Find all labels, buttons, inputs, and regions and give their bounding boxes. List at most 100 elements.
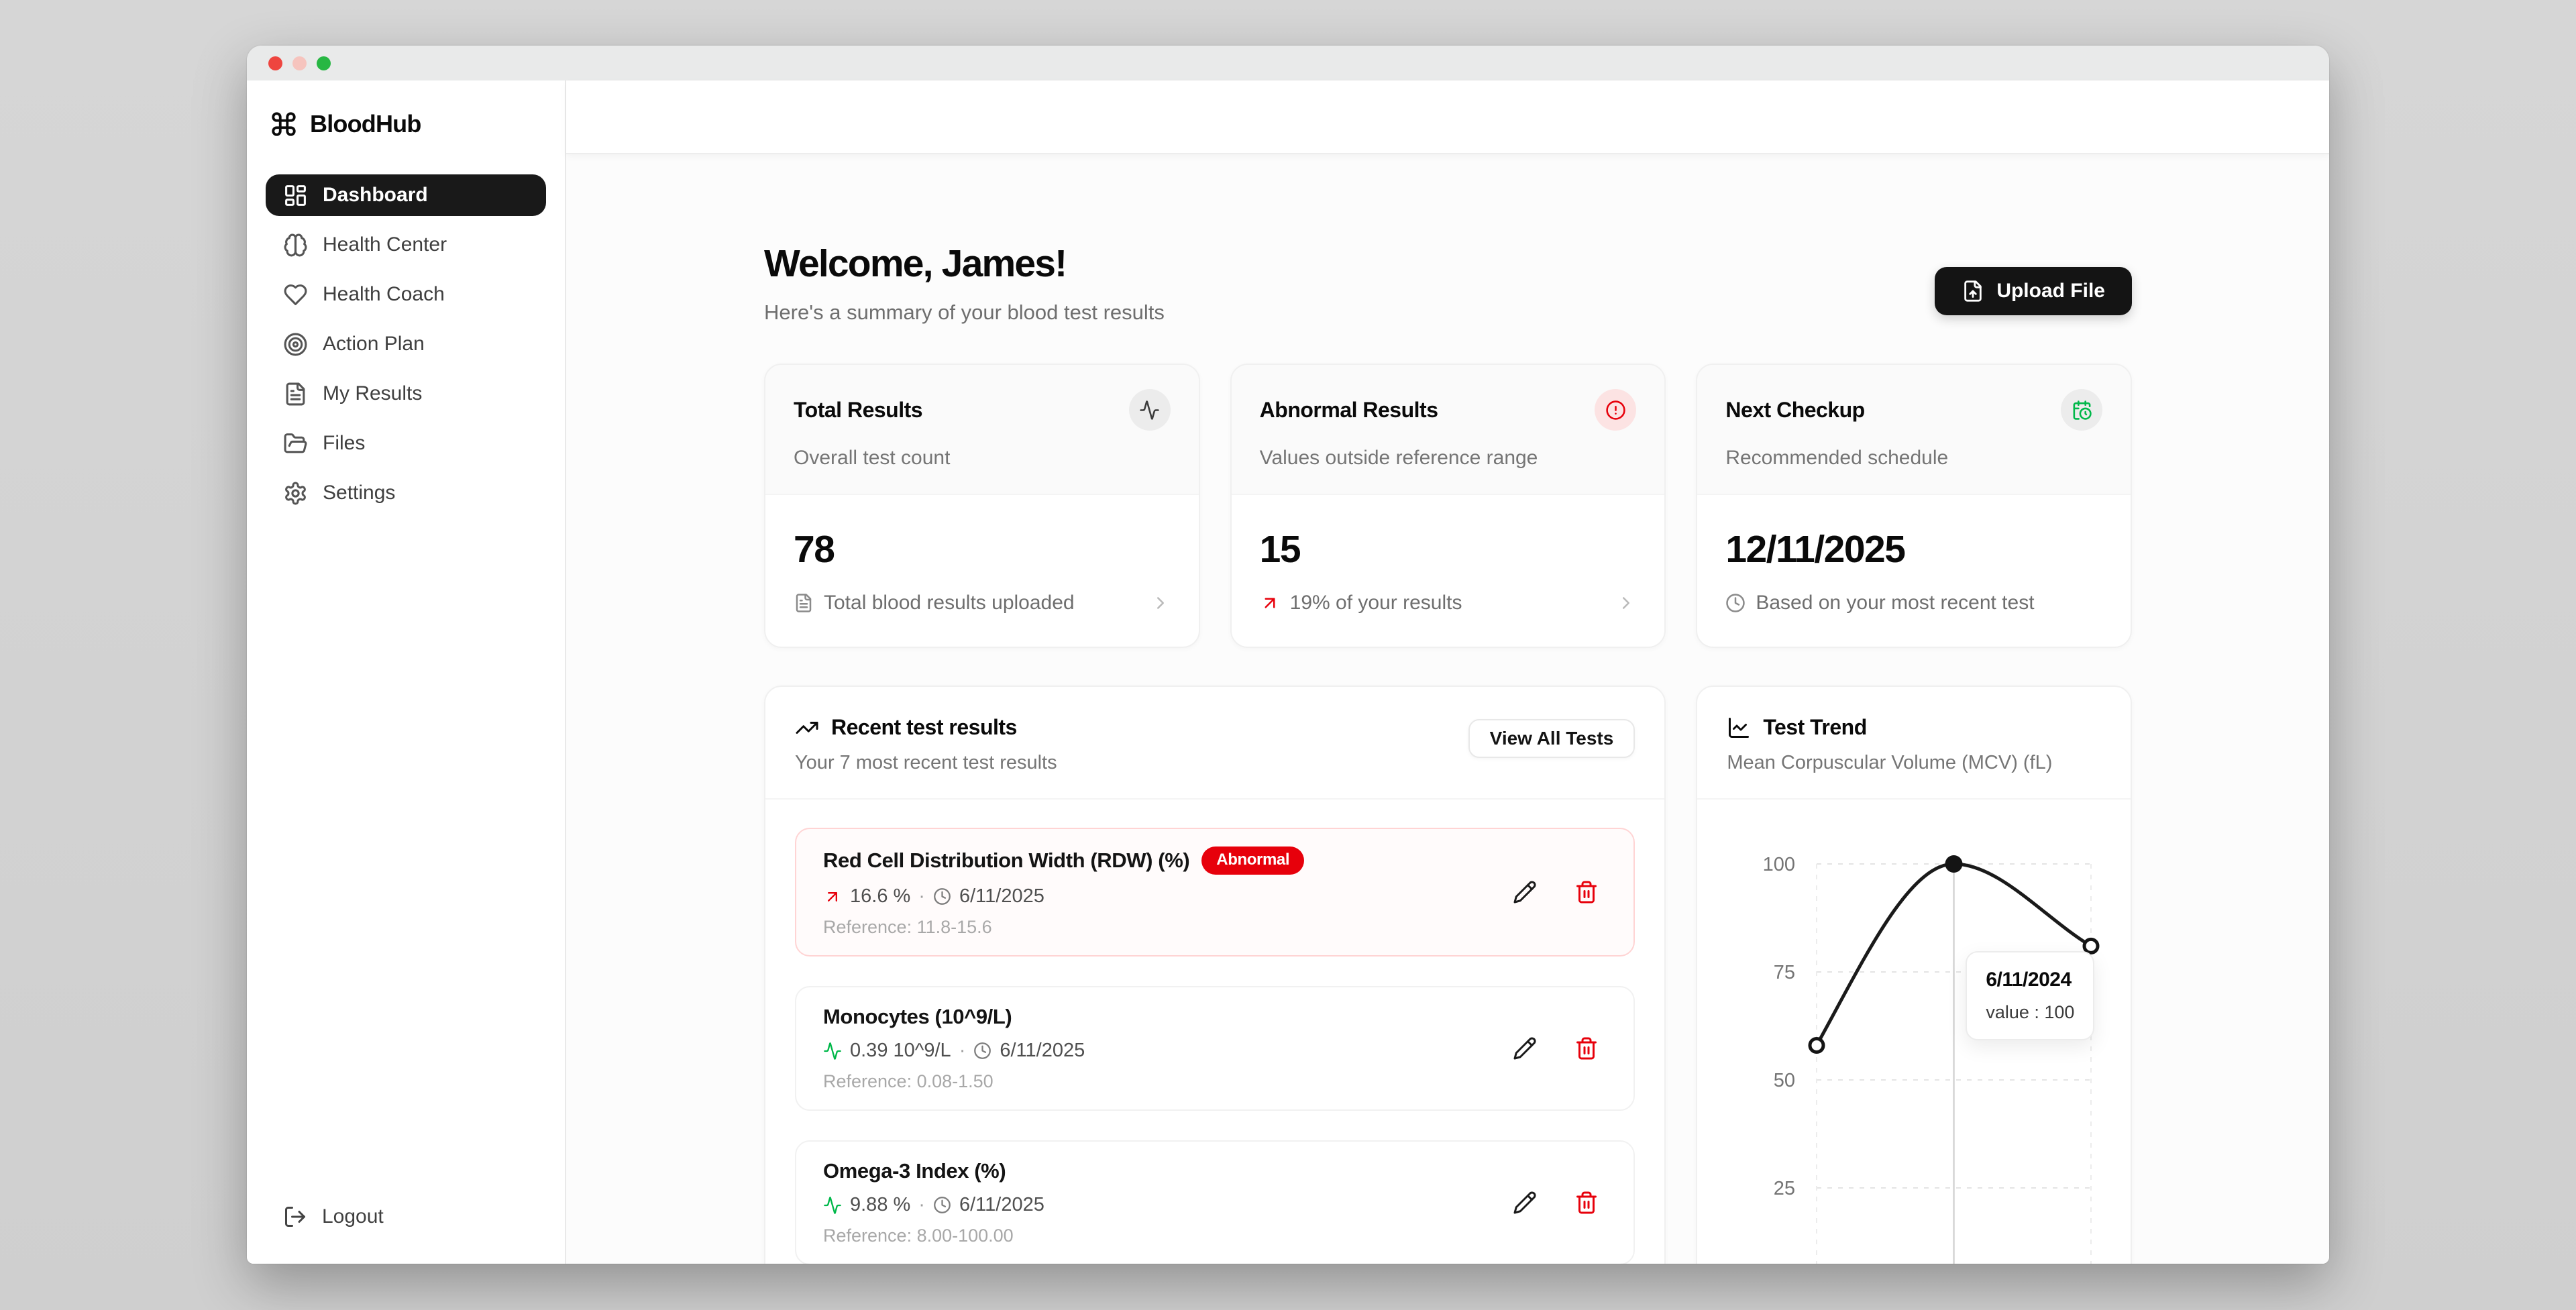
test-reference: Reference: 11.8-15.6 bbox=[823, 917, 992, 937]
close-window-button[interactable] bbox=[268, 56, 282, 70]
gear-icon bbox=[285, 482, 306, 504]
calendar-clock-icon bbox=[2061, 389, 2102, 431]
sidebar-item-label: Dashboard bbox=[323, 184, 428, 206]
svg-text:50: 50 bbox=[1774, 1070, 1795, 1091]
folder-open-icon bbox=[284, 433, 307, 453]
chevron-right-icon[interactable] bbox=[1616, 593, 1636, 613]
file-upload-icon bbox=[1964, 280, 1982, 302]
sidebar-item-settings[interactable]: Settings bbox=[266, 472, 546, 514]
card-footer-text: Based on your most recent test bbox=[1756, 592, 2035, 614]
stat-cards: Total Results Overall test count 78 bbox=[764, 364, 2132, 648]
chevron-right-icon[interactable] bbox=[1150, 593, 1171, 613]
sidebar-item-label: Health Center bbox=[323, 233, 447, 256]
sidebar-item-label: My Results bbox=[323, 382, 423, 404]
card-title: Next Checkup bbox=[1725, 397, 1865, 422]
trash-icon bbox=[1576, 1037, 1597, 1060]
test-row-omega3[interactable]: Omega-3 Index (%) 9.88 % · 6/11/2025 bbox=[795, 1140, 1635, 1264]
recent-tests-card: Recent test results Your 7 most recent t… bbox=[764, 686, 1666, 1264]
test-name: Omega-3 Index (%) bbox=[823, 1159, 1006, 1183]
delete-test-button[interactable] bbox=[1574, 1036, 1599, 1060]
target-icon bbox=[284, 333, 307, 356]
trend-subtitle: Mean Corpuscular Volume (MCV) (fL) bbox=[1727, 752, 2053, 773]
test-name: Red Cell Distribution Width (RDW) (%) bbox=[823, 849, 1190, 872]
clock-icon bbox=[934, 1197, 951, 1213]
logout-button[interactable]: Logout bbox=[266, 1197, 546, 1237]
recent-tests-title: Recent test results bbox=[831, 715, 1017, 739]
sidebar: BloodHub Dashboard Health Center Health … bbox=[247, 80, 566, 1264]
line-chart-icon bbox=[1729, 717, 1750, 738]
delete-test-button[interactable] bbox=[1574, 880, 1599, 904]
delete-test-button[interactable] bbox=[1574, 1191, 1599, 1215]
test-date: 6/11/2025 bbox=[959, 1194, 1044, 1215]
total-results-card[interactable]: Total Results Overall test count 78 bbox=[764, 364, 1200, 648]
window-titlebar bbox=[247, 46, 2329, 80]
sidebar-item-health-coach[interactable]: Health Coach bbox=[266, 274, 546, 315]
sidebar-item-files[interactable]: Files bbox=[266, 423, 546, 464]
test-trend-card: Test Trend Mean Corpuscular Volume (MCV)… bbox=[1696, 686, 2132, 1264]
arrow-up-right-icon bbox=[828, 891, 837, 902]
dashboard-icon bbox=[285, 184, 306, 206]
activity-icon bbox=[824, 1196, 841, 1214]
sidebar-item-action-plan[interactable]: Action Plan bbox=[266, 323, 546, 365]
minimize-window-button[interactable] bbox=[292, 56, 307, 70]
trend-title: Test Trend bbox=[1763, 715, 1867, 739]
test-value: 0.39 10^9/L bbox=[850, 1040, 951, 1061]
arrow-up-right-icon bbox=[1265, 598, 1275, 608]
activity-icon bbox=[1128, 389, 1171, 431]
card-footer-text: Total blood results uploaded bbox=[824, 592, 1075, 614]
abnormal-results-value: 15 bbox=[1259, 528, 1301, 571]
top-bar bbox=[566, 80, 2329, 154]
clock-icon bbox=[974, 1042, 991, 1059]
recent-tests-subtitle: Your 7 most recent test results bbox=[795, 752, 1057, 773]
test-reference: Reference: 0.08-1.50 bbox=[823, 1071, 994, 1091]
sidebar-item-label: Files bbox=[323, 432, 366, 454]
card-title: Total Results bbox=[794, 397, 923, 422]
edit-test-button[interactable] bbox=[1513, 1036, 1537, 1060]
test-date: 6/11/2025 bbox=[959, 885, 1044, 907]
brain-icon bbox=[284, 233, 307, 256]
sidebar-nav: Dashboard Health Center Health Coach Act… bbox=[266, 174, 546, 514]
clock-icon bbox=[1726, 594, 1746, 612]
trend-chart[interactable]: 100 75 50 25 6/11/2024 value : 100 bbox=[1697, 800, 2131, 1264]
test-date: 6/11/2025 bbox=[1000, 1040, 1085, 1061]
zoom-window-button[interactable] bbox=[317, 56, 331, 70]
test-value: 9.88 % bbox=[850, 1194, 911, 1215]
next-checkup-value: 12/11/2025 bbox=[1725, 528, 1906, 571]
upload-file-button[interactable]: Upload File bbox=[1935, 267, 2132, 315]
logout-label: Logout bbox=[322, 1205, 384, 1227]
test-row-monocytes[interactable]: Monocytes (10^9/L) 0.39 10^9/L · 6/11/20… bbox=[795, 986, 1635, 1111]
edit-test-button[interactable] bbox=[1513, 1191, 1537, 1215]
svg-text:25: 25 bbox=[1774, 1178, 1795, 1199]
card-footer-text: 19% of your results bbox=[1289, 592, 1462, 614]
welcome-block: Welcome, James! Here's a summary of your… bbox=[764, 241, 1165, 325]
card-subtitle: Values outside reference range bbox=[1259, 447, 1538, 469]
card-title: Abnormal Results bbox=[1259, 397, 1438, 422]
activity-icon bbox=[824, 1042, 841, 1060]
pencil-icon bbox=[1513, 1037, 1536, 1060]
upload-file-label: Upload File bbox=[1996, 280, 2105, 302]
total-results-value: 78 bbox=[794, 528, 835, 571]
alert-circle-icon bbox=[1595, 389, 1637, 431]
app-window: BloodHub Dashboard Health Center Health … bbox=[247, 46, 2329, 1264]
test-name: Monocytes (10^9/L) bbox=[823, 1005, 1012, 1028]
test-row-rdw[interactable]: Red Cell Distribution Width (RDW) (%) Ab… bbox=[795, 828, 1635, 957]
file-text-icon bbox=[286, 382, 305, 405]
dashboard-content: Welcome, James! Here's a summary of your… bbox=[566, 154, 2329, 1264]
pencil-icon bbox=[1513, 881, 1536, 904]
card-subtitle: Overall test count bbox=[794, 447, 951, 469]
page-subtitle: Here's a summary of your blood test resu… bbox=[764, 301, 1165, 324]
sidebar-item-health-center[interactable]: Health Center bbox=[266, 224, 546, 266]
logout-icon bbox=[285, 1207, 305, 1227]
sidebar-item-label: Action Plan bbox=[323, 333, 425, 355]
file-text-icon bbox=[796, 594, 812, 612]
edit-test-button[interactable] bbox=[1513, 880, 1537, 904]
view-all-tests-button[interactable]: View All Tests bbox=[1468, 719, 1635, 758]
sidebar-item-my-results[interactable]: My Results bbox=[266, 373, 546, 415]
app-logo: BloodHub bbox=[266, 110, 546, 138]
trending-up-icon bbox=[796, 721, 818, 734]
line-chart[interactable]: 100 75 50 25 bbox=[1697, 800, 2132, 1264]
next-checkup-card[interactable]: Next Checkup Recommended schedule 12/11/… bbox=[1696, 364, 2132, 648]
abnormal-results-card[interactable]: Abnormal Results Values outside referenc… bbox=[1230, 364, 1666, 648]
abnormal-badge: Abnormal bbox=[1201, 847, 1305, 875]
sidebar-item-dashboard[interactable]: Dashboard bbox=[266, 174, 546, 216]
